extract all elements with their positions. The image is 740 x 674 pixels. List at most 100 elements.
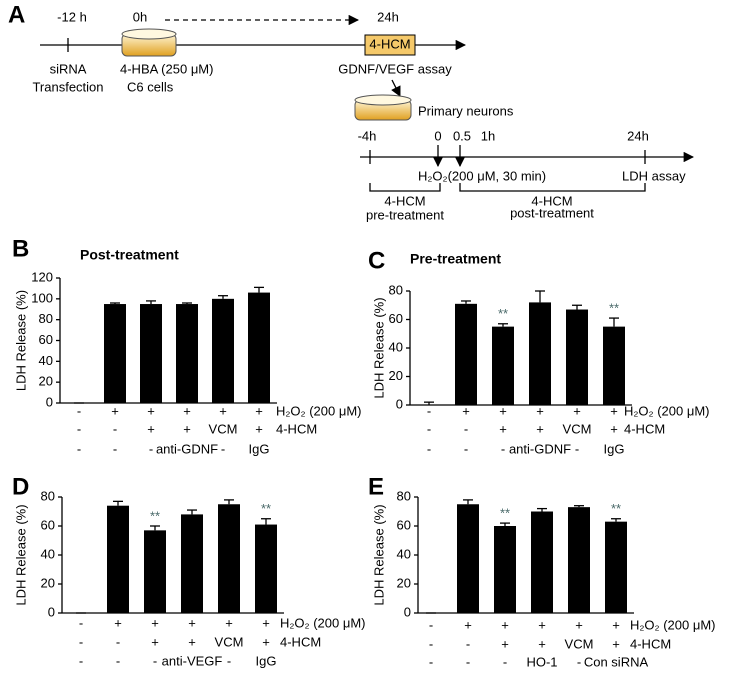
bar — [255, 524, 277, 613]
panel-letter: E — [368, 473, 384, 500]
condition: + — [151, 615, 159, 630]
condition: VCM — [563, 421, 592, 436]
condition: - — [464, 421, 468, 436]
panel-letter: D — [12, 473, 29, 500]
condition: - — [427, 421, 431, 436]
bar — [176, 304, 198, 403]
label: 4-HCM — [384, 193, 425, 208]
dish — [121, 28, 177, 57]
bar — [104, 304, 126, 403]
time-label: 0h — [133, 9, 147, 24]
label: pre-treatment — [366, 207, 444, 222]
condition: - — [221, 441, 225, 456]
y-tick-label: 0 — [46, 394, 53, 409]
dish — [354, 94, 412, 121]
chart-title: Pre-treatment — [410, 251, 501, 267]
condition: + — [147, 403, 155, 418]
condition: anti-GDNF — [509, 441, 571, 456]
condition-name: 4-HCM — [280, 634, 321, 649]
y-tick-label: 20 — [39, 374, 53, 389]
y-axis-label: LDH Release (%) — [13, 290, 28, 391]
y-tick-label: 40 — [39, 353, 53, 368]
dish-top — [354, 94, 412, 106]
condition-name: 4-HCM — [624, 421, 665, 436]
box — [364, 34, 416, 56]
condition: - — [427, 403, 431, 418]
y-tick-label: 60 — [397, 517, 411, 532]
y-tick-label: 60 — [39, 332, 53, 347]
label: H₂O₂(200 μM, 30 min) — [418, 168, 546, 183]
y-tick-label: 0 — [48, 604, 55, 619]
condition: + — [501, 636, 509, 651]
condition: + — [188, 615, 196, 630]
condition: + — [262, 634, 270, 649]
condition: - — [575, 441, 579, 456]
label: 4-HCM — [531, 193, 572, 208]
condition: anti-VEGF — [162, 653, 223, 668]
condition: + — [255, 403, 263, 418]
condition: - — [116, 653, 120, 668]
y-tick-label: 60 — [41, 517, 55, 532]
bar — [455, 303, 477, 405]
condition: VCM — [565, 636, 594, 651]
condition: + — [262, 615, 270, 630]
condition: - — [79, 615, 83, 630]
y-tick-label: 80 — [389, 282, 403, 297]
panel-letter: B — [12, 235, 29, 262]
y-tick-label: 20 — [389, 368, 403, 383]
condition: + — [255, 421, 263, 436]
condition: + — [538, 617, 546, 632]
condition: - — [153, 653, 157, 668]
condition: - — [79, 653, 83, 668]
y-tick-label: 80 — [41, 488, 55, 503]
y-tick-label: 80 — [397, 488, 411, 503]
y-tick-label: 40 — [389, 339, 403, 354]
bar — [218, 504, 240, 613]
condition: + — [151, 634, 159, 649]
condition: - — [113, 421, 117, 436]
condition: VCM — [215, 634, 244, 649]
label: LDH assay — [622, 168, 686, 183]
condition: + — [114, 615, 122, 630]
condition: - — [77, 421, 81, 436]
condition: Con siRNA — [584, 654, 649, 669]
significance: ** — [609, 301, 619, 316]
condition: - — [429, 654, 433, 669]
significance: ** — [150, 508, 160, 523]
condition: + — [610, 421, 618, 436]
label: 4-HBA (250 μM) — [120, 61, 213, 76]
arrow — [391, 79, 401, 97]
bar — [248, 292, 270, 403]
condition: + — [219, 403, 227, 418]
condition: + — [188, 634, 196, 649]
condition: - — [116, 634, 120, 649]
condition: - — [429, 617, 433, 632]
condition: - — [466, 654, 470, 669]
condition: - — [79, 634, 83, 649]
condition: - — [464, 441, 468, 456]
condition: + — [536, 421, 544, 436]
bar — [457, 504, 479, 613]
label: siRNA — [50, 61, 87, 76]
condition: - — [466, 636, 470, 651]
significance: ** — [611, 501, 621, 516]
bracket — [369, 183, 441, 192]
condition: HO-1 — [526, 654, 557, 669]
y-tick-label: 0 — [404, 604, 411, 619]
condition-name: H₂O₂ (200 μM) — [276, 403, 361, 418]
condition: + — [111, 403, 119, 418]
y-tick-label: 40 — [41, 546, 55, 561]
condition: + — [573, 403, 581, 418]
panel-a: A -12 h 0h 24h 4-HCM siRNA Transfection … — [8, 1, 695, 222]
condition: + — [499, 403, 507, 418]
y-tick-label: 60 — [389, 311, 403, 326]
time-label: 24h — [377, 9, 399, 24]
condition: + — [575, 617, 583, 632]
condition: + — [225, 615, 233, 630]
condition-name: H₂O₂ (200 μM) — [624, 403, 709, 418]
label: Transfection — [32, 79, 103, 94]
time-label: 0 — [434, 128, 441, 143]
condition-name: 4-HCM — [630, 636, 671, 651]
condition: - — [149, 441, 153, 456]
condition: VCM — [209, 421, 238, 436]
